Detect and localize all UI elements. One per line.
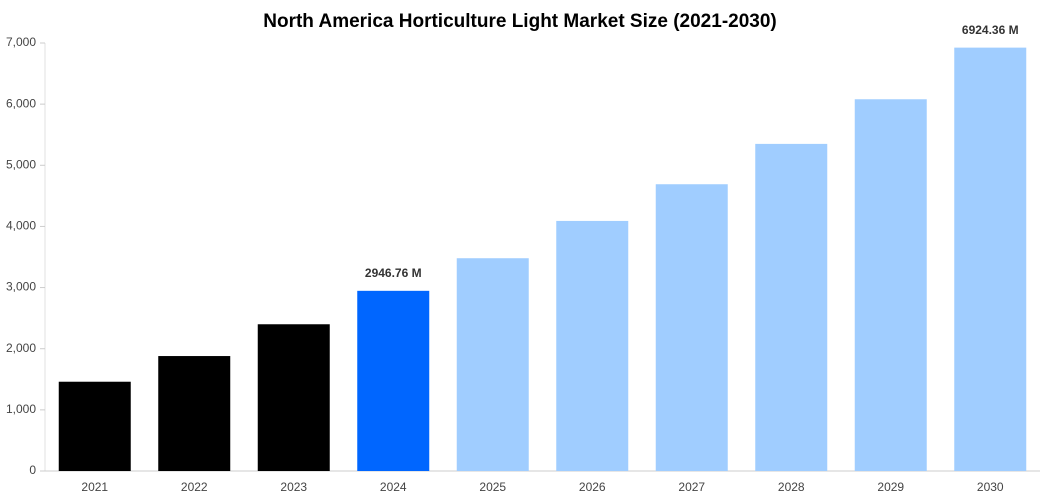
- x-tick-label: 2027: [678, 480, 705, 494]
- x-tick-label: 2025: [479, 480, 506, 494]
- bar: [357, 290, 430, 471]
- y-tick-label: 6,000: [6, 96, 36, 110]
- y-tick-label: 3,000: [6, 280, 36, 294]
- y-tick-label: 7,000: [6, 35, 36, 49]
- y-tick-label: 2,000: [6, 341, 36, 355]
- bar: [58, 381, 131, 471]
- bar: [854, 99, 927, 471]
- value-label: 2946.76 M: [365, 266, 422, 280]
- x-tick-label: 2030: [977, 480, 1004, 494]
- bar: [158, 356, 231, 471]
- bar: [257, 324, 330, 471]
- x-tick-label: 2023: [280, 480, 307, 494]
- chart-title: North America Horticulture Light Market …: [263, 11, 777, 32]
- y-tick-label: 0: [29, 463, 36, 477]
- y-tick-label: 1,000: [6, 402, 36, 416]
- x-tick-label: 2021: [81, 480, 108, 494]
- bar: [755, 143, 828, 471]
- bar: [456, 258, 529, 471]
- x-tick-label: 2022: [181, 480, 208, 494]
- bar: [954, 47, 1027, 471]
- x-tick-label: 2026: [579, 480, 606, 494]
- x-tick-label: 2024: [380, 480, 407, 494]
- y-tick-label: 4,000: [6, 219, 36, 233]
- value-label: 6924.36 M: [962, 23, 1019, 37]
- bar: [556, 220, 629, 471]
- x-tick-label: 2028: [778, 480, 805, 494]
- y-tick-label: 5,000: [6, 157, 36, 171]
- bar: [655, 184, 728, 472]
- x-tick-label: 2029: [877, 480, 904, 494]
